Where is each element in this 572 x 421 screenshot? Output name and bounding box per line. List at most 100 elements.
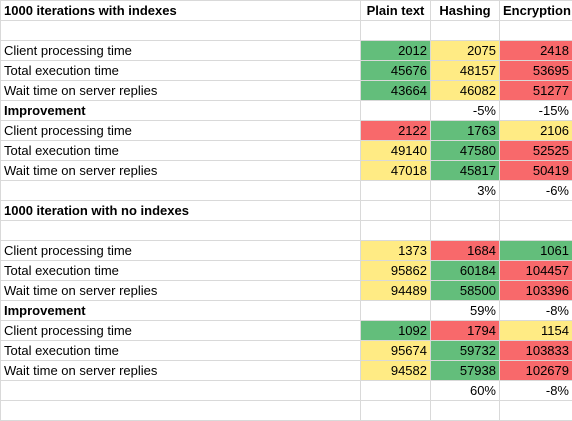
value-cell[interactable]: 50419 [500,161,572,181]
value-cell[interactable]: 49140 [361,141,431,161]
value-cell[interactable]: 94582 [361,361,431,381]
value-cell[interactable]: 104457 [500,261,572,281]
value-cell[interactable] [361,181,431,201]
value-cell[interactable]: 47018 [361,161,431,181]
value-cell[interactable]: 45817 [431,161,500,181]
value-cell[interactable]: 47580 [431,141,500,161]
row-label-cell[interactable]: Client processing time [1,41,361,61]
value-cell[interactable]: 1373 [361,241,431,261]
value-cell[interactable]: 1794 [431,321,500,341]
blank-row [1,221,572,241]
row-label-cell[interactable]: Total execution time [1,61,361,81]
value-cell[interactable]: 2012 [361,41,431,61]
value-cell[interactable]: 1684 [431,241,500,261]
empty-cell[interactable] [431,401,500,421]
heading-label-cell[interactable]: 1000 iteration with no indexes [1,201,361,221]
value-cell[interactable]: -8% [500,381,572,401]
value-cell[interactable]: 2122 [361,121,431,141]
row-label-cell[interactable]: Client processing time [1,241,361,261]
value-cell[interactable]: 1763 [431,121,500,141]
value-cell[interactable]: -15% [500,101,572,121]
empty-cell[interactable] [1,221,361,241]
row-label-cell[interactable]: Wait time on server replies [1,361,361,381]
section-label-cell[interactable]: Improvement [1,101,361,121]
value-cell[interactable]: 1092 [361,321,431,341]
empty-cell[interactable] [431,21,500,41]
blank-row [1,401,572,421]
value-cell[interactable]: 103833 [500,341,572,361]
value-cell[interactable]: 95674 [361,341,431,361]
empty-cell[interactable] [431,221,500,241]
value-cell[interactable]: 53695 [500,61,572,81]
heading-row: 1000 iteration with no indexes [1,201,572,221]
value-cell[interactable]: 2075 [431,41,500,61]
row-label-cell[interactable]: Client processing time [1,121,361,141]
value-cell[interactable]: 43664 [361,81,431,101]
row-label-cell[interactable]: Total execution time [1,141,361,161]
value-cell[interactable]: 58500 [431,281,500,301]
value-cell[interactable]: 2418 [500,41,572,61]
value-cell[interactable]: 48157 [431,61,500,81]
row-label-cell[interactable]: Wait time on server replies [1,161,361,181]
value-cell[interactable]: 2106 [500,121,572,141]
empty-cell[interactable] [431,201,500,221]
value-cell[interactable]: 94489 [361,281,431,301]
section-row: Improvement 59%-8% [1,301,572,321]
value-cell[interactable]: 60% [431,381,500,401]
value-cell[interactable]: 3% [431,181,500,201]
column-header-cell[interactable]: Encryption [500,1,572,21]
value-cell[interactable]: 51277 [500,81,572,101]
empty-cell[interactable] [1,381,361,401]
empty-cell[interactable] [1,21,361,41]
value-cell[interactable]: 1061 [500,241,572,261]
empty-cell[interactable] [1,181,361,201]
value-cell[interactable] [361,301,431,321]
row-label-cell[interactable]: Total execution time [1,341,361,361]
empty-cell[interactable] [500,201,572,221]
value-cell[interactable]: 57938 [431,361,500,381]
empty-cell[interactable] [361,401,431,421]
row-label-cell[interactable]: Client processing time [1,321,361,341]
value-cell[interactable]: 52525 [500,141,572,161]
value-cell[interactable]: 59% [431,301,500,321]
empty-cell[interactable] [361,221,431,241]
value-cell[interactable]: 46082 [431,81,500,101]
empty-cell[interactable] [500,221,572,241]
value-cell[interactable]: -5% [431,101,500,121]
header-label-cell[interactable]: 1000 iterations with indexes [1,1,361,21]
section-row: Improvement -5%-15% [1,101,572,121]
row-label-cell[interactable]: Wait time on server replies [1,81,361,101]
empty-cell[interactable] [1,401,361,421]
value-cell[interactable] [361,101,431,121]
value-cell[interactable]: 59732 [431,341,500,361]
section-label-cell[interactable]: Improvement [1,301,361,321]
column-header-cell[interactable]: Hashing [431,1,500,21]
value-cell[interactable]: 102679 [500,361,572,381]
empty-cell[interactable] [500,21,572,41]
value-cell[interactable] [361,381,431,401]
value-cell[interactable]: 1154 [500,321,572,341]
value-cell[interactable]: 103396 [500,281,572,301]
value-cell[interactable]: -8% [500,301,572,321]
value-cell[interactable]: 45676 [361,61,431,81]
empty-cell[interactable] [361,21,431,41]
values-row: 3%-6% [1,181,572,201]
empty-cell[interactable] [500,401,572,421]
row-label-cell[interactable]: Total execution time [1,261,361,281]
value-cell[interactable]: 95862 [361,261,431,281]
value-cell[interactable]: -6% [500,181,572,201]
column-header-cell[interactable]: Plain text [361,1,431,21]
row-label-cell[interactable]: Wait time on server replies [1,281,361,301]
empty-cell[interactable] [361,201,431,221]
value-cell[interactable]: 60184 [431,261,500,281]
